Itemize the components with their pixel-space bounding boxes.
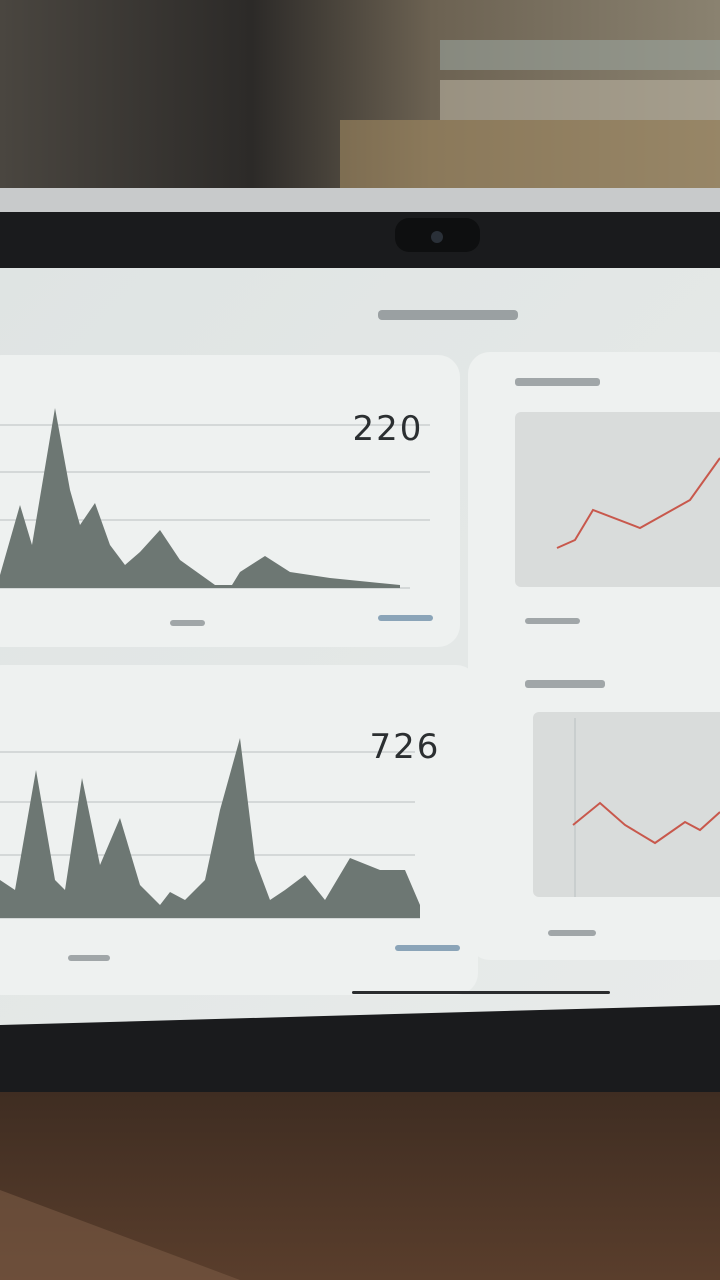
book [440, 40, 720, 70]
blurred-label [395, 945, 460, 951]
tablet-top-edge [0, 188, 720, 220]
blurred-label [68, 955, 110, 961]
area-chart [0, 408, 400, 588]
chart-area [533, 712, 720, 897]
camera [431, 231, 443, 243]
blurred-label [378, 615, 433, 621]
line-chart [556, 457, 720, 549]
book [340, 120, 720, 190]
card-value: 726 [370, 727, 441, 767]
blurred-label [548, 930, 596, 936]
blurred-label [515, 378, 600, 386]
blurred-label [525, 618, 580, 624]
blurred-label [525, 680, 605, 688]
book [440, 80, 720, 120]
line-chart [572, 801, 720, 845]
card-value: 220 [353, 409, 424, 449]
blurred-label [170, 620, 205, 626]
desk-edge [0, 1190, 240, 1280]
area-chart [0, 738, 420, 918]
blurred-header [378, 310, 518, 320]
home-indicator [352, 991, 610, 994]
